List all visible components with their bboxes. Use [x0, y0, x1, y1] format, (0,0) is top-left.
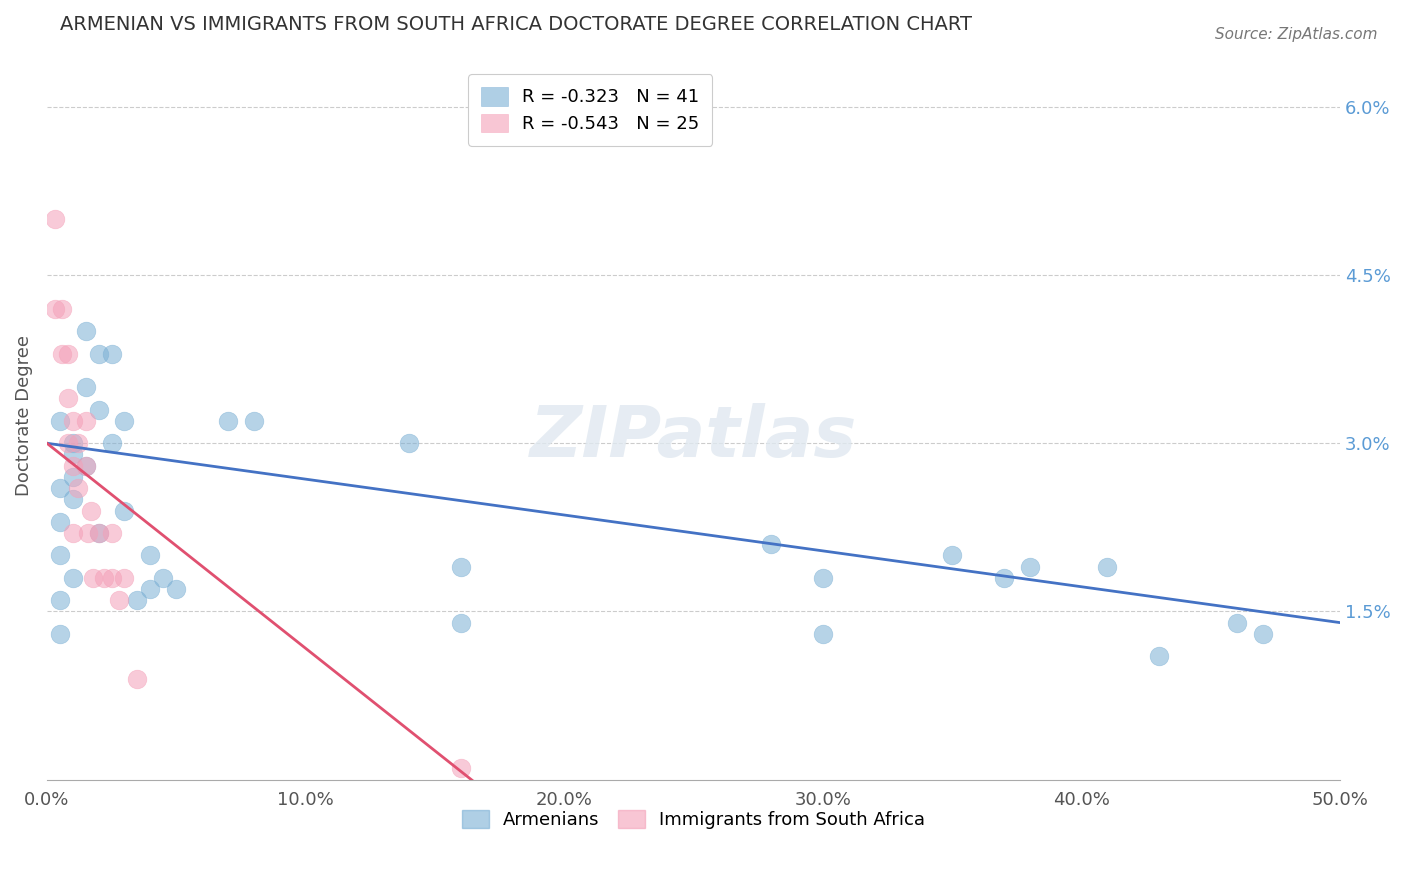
Point: [1097, 559, 1119, 574]
Text: ZIPatlas: ZIPatlas: [530, 402, 858, 472]
Text: Source: ZipAtlas.com: Source: ZipAtlas.com: [1215, 27, 1378, 42]
Point: [49, 481, 72, 495]
Point: [56, 346, 79, 360]
Point: [49, 414, 72, 428]
Point: [152, 571, 174, 585]
Point: [75, 414, 97, 428]
Text: ARMENIAN VS IMMIGRANTS FROM SOUTH AFRICA DOCTORATE DEGREE CORRELATION CHART: ARMENIAN VS IMMIGRANTS FROM SOUTH AFRICA…: [60, 15, 972, 34]
Point: [450, 615, 472, 630]
Point: [49, 549, 72, 563]
Point: [75, 458, 97, 473]
Point: [51, 346, 73, 360]
Point: [62, 571, 84, 585]
Point: [62, 470, 84, 484]
Point: [139, 549, 162, 563]
Point: [139, 582, 162, 596]
Point: [1018, 559, 1040, 574]
Point: [114, 503, 136, 517]
Point: [100, 346, 122, 360]
Point: [941, 549, 963, 563]
Point: [217, 414, 239, 428]
Point: [114, 414, 136, 428]
Point: [66, 481, 89, 495]
Point: [56, 392, 79, 406]
Point: [87, 525, 110, 540]
Point: [62, 447, 84, 461]
Point: [49, 515, 72, 529]
Point: [759, 537, 782, 551]
Point: [398, 436, 420, 450]
Point: [51, 301, 73, 316]
Point: [62, 458, 84, 473]
Point: [165, 582, 187, 596]
Point: [75, 458, 97, 473]
Point: [127, 593, 149, 607]
Point: [243, 414, 266, 428]
Legend: Armenians, Immigrants from South Africa: Armenians, Immigrants from South Africa: [454, 803, 932, 836]
Point: [49, 627, 72, 641]
Point: [75, 380, 97, 394]
Point: [62, 492, 84, 507]
Point: [1226, 615, 1249, 630]
Point: [56, 436, 79, 450]
Point: [44, 301, 66, 316]
Point: [77, 525, 100, 540]
Point: [811, 627, 834, 641]
Point: [93, 571, 115, 585]
Point: [44, 212, 66, 227]
Point: [114, 571, 136, 585]
Point: [100, 436, 122, 450]
Point: [75, 324, 97, 338]
Point: [127, 672, 149, 686]
Point: [993, 571, 1015, 585]
Point: [62, 436, 84, 450]
Y-axis label: Doctorate Degree: Doctorate Degree: [15, 334, 32, 496]
Point: [80, 503, 103, 517]
Point: [66, 436, 89, 450]
Point: [100, 571, 122, 585]
Point: [1147, 649, 1170, 664]
Point: [62, 414, 84, 428]
Point: [49, 593, 72, 607]
Point: [450, 559, 472, 574]
Point: [108, 593, 131, 607]
Point: [450, 761, 472, 775]
Point: [87, 525, 110, 540]
Point: [62, 525, 84, 540]
Point: [1251, 627, 1274, 641]
Point: [87, 346, 110, 360]
Point: [82, 571, 104, 585]
Point: [87, 402, 110, 417]
Point: [100, 525, 122, 540]
Point: [811, 571, 834, 585]
